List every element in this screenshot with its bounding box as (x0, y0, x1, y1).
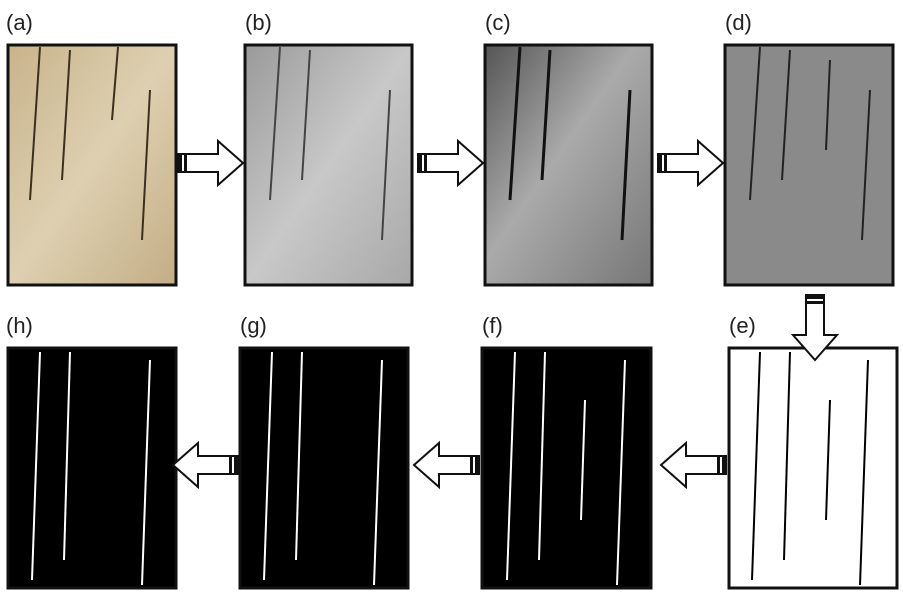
arrow (661, 443, 726, 487)
panel-e (729, 348, 897, 588)
panel-label: (g) (240, 313, 267, 338)
panel-label: (c) (485, 10, 511, 35)
figure: (a) (b) (c) (d) (e) (f) (g) (h) (0, 0, 903, 592)
arrow (418, 141, 483, 185)
panel-g (240, 348, 408, 588)
panel-d (725, 45, 893, 285)
panel-c (485, 45, 652, 285)
arrow (173, 443, 238, 487)
arrow (414, 443, 479, 487)
arrow (658, 141, 723, 185)
panel-label: (f) (482, 313, 503, 338)
panel-label: (h) (6, 313, 33, 338)
panel-label: (d) (725, 10, 752, 35)
panel-h (8, 348, 176, 588)
panel-label: (e) (729, 313, 756, 338)
panel-label: (a) (6, 10, 33, 35)
panel-a (8, 45, 176, 285)
page: {"panels": [{"label": "(a)"}, {"label": … (0, 0, 903, 592)
arrow (178, 141, 243, 185)
panel-b (245, 45, 412, 285)
panel-f (482, 348, 651, 588)
panel-label: (b) (245, 10, 272, 35)
